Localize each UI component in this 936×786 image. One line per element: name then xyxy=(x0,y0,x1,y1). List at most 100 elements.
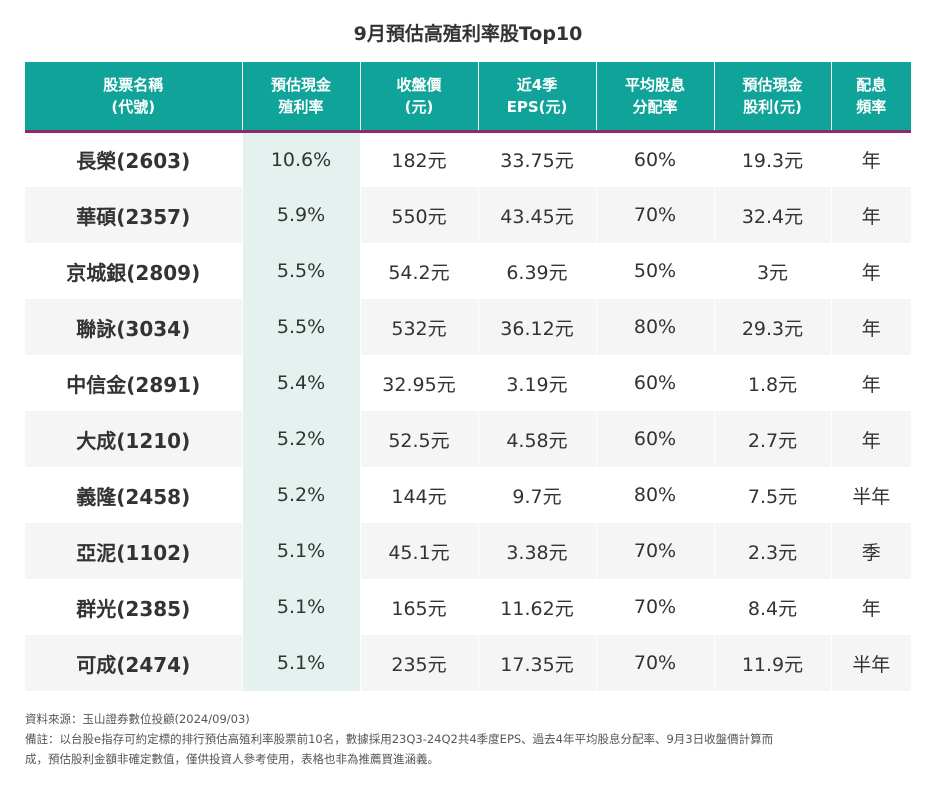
cell-stock-name: 大成(1210) xyxy=(25,411,243,467)
header-line: (元) xyxy=(404,97,434,116)
cell-est-dividend: 11.9元 xyxy=(714,635,832,691)
header-est-yield: 預估現金 殖利率 xyxy=(242,62,361,133)
table-row: 義隆(2458) 5.2% 144元 9.7元 80% 7.5元 半年 xyxy=(25,467,911,523)
cell-close-price: 165元 xyxy=(360,579,479,635)
cell-frequency: 半年 xyxy=(831,635,911,691)
cell-est-yield: 5.5% xyxy=(242,299,361,355)
cell-stock-name: 可成(2474) xyxy=(25,635,243,691)
cell-close-price: 532元 xyxy=(360,299,479,355)
cell-eps: 6.39元 xyxy=(478,243,597,299)
cell-frequency: 季 xyxy=(831,523,911,579)
cell-stock-name: 京城銀(2809) xyxy=(25,243,243,299)
cell-close-price: 235元 xyxy=(360,635,479,691)
cell-close-price: 32.95元 xyxy=(360,355,479,411)
header-line: 預估現金 xyxy=(270,75,331,94)
cell-eps: 3.38元 xyxy=(478,523,597,579)
cell-est-dividend: 19.3元 xyxy=(714,131,832,187)
header-line: 股利(元) xyxy=(743,97,802,116)
cell-frequency: 年 xyxy=(831,411,911,467)
cell-stock-name: 中信金(2891) xyxy=(25,355,243,411)
cell-est-dividend: 3元 xyxy=(714,243,832,299)
cell-payout-ratio: 50% xyxy=(596,243,715,299)
cell-frequency: 半年 xyxy=(852,485,891,508)
cell-payout-ratio: 70% xyxy=(596,523,715,579)
cell-est-dividend: 29.3元 xyxy=(714,299,832,355)
table-row: 群光(2385) 5.1% 165元 11.62元 70% 8.4元 年 xyxy=(25,579,911,635)
header-line: 配息 xyxy=(856,75,887,94)
header-line: 預估現金 xyxy=(742,75,803,94)
cell-payout-ratio: 60% xyxy=(596,131,715,187)
table-row: 亞泥(1102) 5.1% 45.1元 3.38元 70% 2.3元季 xyxy=(25,523,911,579)
cell-eps: 43.45元 xyxy=(478,187,597,243)
table-row: 長榮(2603) 10.6% 182元 33.75元 60% 19.3元 年 xyxy=(25,131,911,187)
cell-stock-name: 群光(2385) xyxy=(25,579,243,635)
header-payout-ratio: 平均股息 分配率 xyxy=(596,62,715,133)
cell-eps: 33.75元 xyxy=(478,131,597,187)
table-row: 大成(1210) 5.2% 52.5元 4.58元 60% 2.7元年 xyxy=(25,411,911,467)
cell-eps: 17.35元 xyxy=(478,635,597,691)
header-close-price: 收盤價 (元) xyxy=(360,62,479,133)
cell-stock-name: 亞泥(1102) xyxy=(25,523,243,579)
cell-est-dividend: 32.4元 xyxy=(714,187,832,243)
cell-close-price: 45.1元 xyxy=(360,523,479,579)
cell-est-yield: 5.1% xyxy=(242,635,361,691)
cell-est-yield: 5.4% xyxy=(242,355,361,411)
cell-close-price: 52.5元 xyxy=(360,411,479,467)
cell-payout-ratio: 60% xyxy=(596,411,715,467)
cell-close-price: 182元 xyxy=(360,131,479,187)
cell-est-yield: 5.1% xyxy=(242,579,361,635)
cell-payout-ratio: 70% xyxy=(596,635,715,691)
cell-est-yield: 5.5% xyxy=(242,243,361,299)
table-body: 長榮(2603) 10.6% 182元 33.75元 60% 19.3元年華碩(2357)… xyxy=(25,131,911,691)
cell-frequency: 年 xyxy=(831,187,911,243)
cell-est-yield: 10.6% xyxy=(242,131,361,187)
cell-payout-ratio: 60% xyxy=(596,355,715,411)
cell-est-dividend: 7.5元 xyxy=(714,467,832,523)
cell-frequency: 年 xyxy=(861,261,881,284)
table-row: 中信金(2891) 5.4% 32.95元 3.19元 60% 1.8元 年 xyxy=(25,355,911,411)
footnotes: 資料來源：玉山證券數位投顧(2024/09/03) 備註：以台股e指存可約定標的… xyxy=(25,709,911,769)
cell-close-price: 54.2元 xyxy=(360,243,479,299)
cell-close-price: 144元 xyxy=(360,467,479,523)
cell-frequency: 年 xyxy=(861,150,881,173)
header-line: 殖利率 xyxy=(278,97,324,116)
cell-frequency: 年 xyxy=(861,597,881,620)
table-row: 京城銀(2809) 5.5% 54.2元 6.39元 50% 3元 年 xyxy=(25,243,911,299)
remark-note-line-2: 成，預估股利金額非確定數值，僅供投資人參考使用，表格也非為推薦買進涵義。 xyxy=(25,752,439,766)
header-eps: 近4季 EPS(元) xyxy=(478,62,597,133)
header-est-dividend: 預估現金 股利(元) xyxy=(714,62,832,133)
cell-est-yield: 5.2% xyxy=(242,467,361,523)
cell-stock-name: 長榮(2603) xyxy=(25,131,243,187)
cell-eps: 11.62元 xyxy=(478,579,597,635)
cell-est-dividend: 2.7元 xyxy=(714,411,832,467)
dividend-table: 股票名稱 (代號) 預估現金 殖利率 收盤價 (元) 近4季 EPS(元) 平均… xyxy=(25,62,911,691)
cell-stock-name: 義隆(2458) xyxy=(25,467,243,523)
header-line: (代號) xyxy=(111,97,156,116)
cell-est-yield: 5.1% xyxy=(242,523,361,579)
cell-est-dividend: 1.8元 xyxy=(714,355,832,411)
header-line: 頻率 xyxy=(856,97,887,116)
cell-payout-ratio: 80% xyxy=(596,467,715,523)
table-header-row: 股票名稱 (代號) 預估現金 殖利率 收盤價 (元) 近4季 EPS(元) 平均… xyxy=(25,62,911,133)
cell-payout-ratio: 70% xyxy=(596,187,715,243)
cell-frequency: 年 xyxy=(861,373,881,396)
cell-stock-name: 聯詠(3034) xyxy=(25,299,243,355)
cell-payout-ratio: 70% xyxy=(596,579,715,635)
header-frequency: 配息 頻率 xyxy=(831,62,911,133)
cell-eps: 9.7元 xyxy=(478,467,597,523)
cell-stock-name: 華碩(2357) xyxy=(25,187,243,243)
cell-est-dividend: 2.3元 xyxy=(714,523,832,579)
remark-note-line-1: 備註：以台股e指存可約定標的排行預估高殖利率股票前10名，數據採用23Q3-24… xyxy=(25,732,774,746)
header-line: 收盤價 xyxy=(396,75,442,94)
chart-title: 9月預估高殖利率股Top10 xyxy=(353,23,583,45)
source-note: 資料來源：玉山證券數位投顧(2024/09/03) xyxy=(25,712,250,726)
table-row: 可成(2474) 5.1% 235元 17.35元 70% 11.9元 半年 xyxy=(25,635,911,691)
cell-frequency: 年 xyxy=(831,299,911,355)
cell-est-yield: 5.2% xyxy=(242,411,361,467)
cell-eps: 36.12元 xyxy=(478,299,597,355)
cell-eps: 4.58元 xyxy=(478,411,597,467)
cell-eps: 3.19元 xyxy=(478,355,597,411)
header-line: EPS(元) xyxy=(506,97,568,116)
cell-est-dividend: 8.4元 xyxy=(714,579,832,635)
